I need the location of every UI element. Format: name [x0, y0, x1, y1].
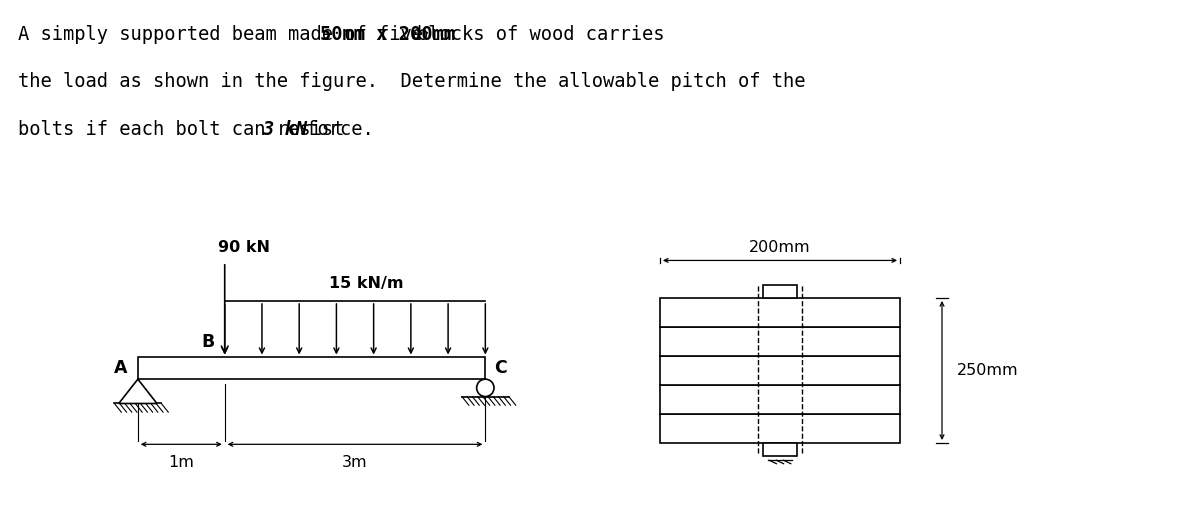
- Bar: [763, 443, 797, 456]
- Text: bolts if each bolt can resist: bolts if each bolt can resist: [18, 120, 355, 138]
- Text: A: A: [114, 359, 127, 377]
- Text: 200mm: 200mm: [749, 240, 811, 254]
- Text: blocks of wood carries: blocks of wood carries: [418, 25, 665, 44]
- Bar: [763, 285, 797, 298]
- Bar: [660, 414, 900, 443]
- Polygon shape: [119, 379, 157, 404]
- Text: B: B: [202, 333, 215, 352]
- Text: 90 kN: 90 kN: [217, 240, 270, 255]
- Bar: [138, 358, 485, 379]
- Bar: [660, 385, 900, 414]
- Text: the load as shown in the figure.  Determine the allowable pitch of the: the load as shown in the figure. Determi…: [18, 72, 805, 91]
- Bar: [660, 356, 900, 385]
- Text: 50mm x 200mm: 50mm x 200mm: [319, 25, 455, 44]
- Text: 3 kN: 3 kN: [263, 120, 307, 138]
- Text: force.: force.: [295, 120, 374, 138]
- Text: 250mm: 250mm: [956, 363, 1018, 378]
- Text: C: C: [494, 359, 506, 377]
- Text: 1m: 1m: [168, 455, 194, 470]
- Text: 15 kN/m: 15 kN/m: [329, 275, 403, 291]
- Text: A simply supported beam made of five: A simply supported beam made of five: [18, 25, 434, 44]
- Circle shape: [476, 379, 494, 397]
- Bar: [660, 327, 900, 356]
- Bar: [660, 298, 900, 327]
- Text: 3m: 3m: [342, 455, 368, 470]
